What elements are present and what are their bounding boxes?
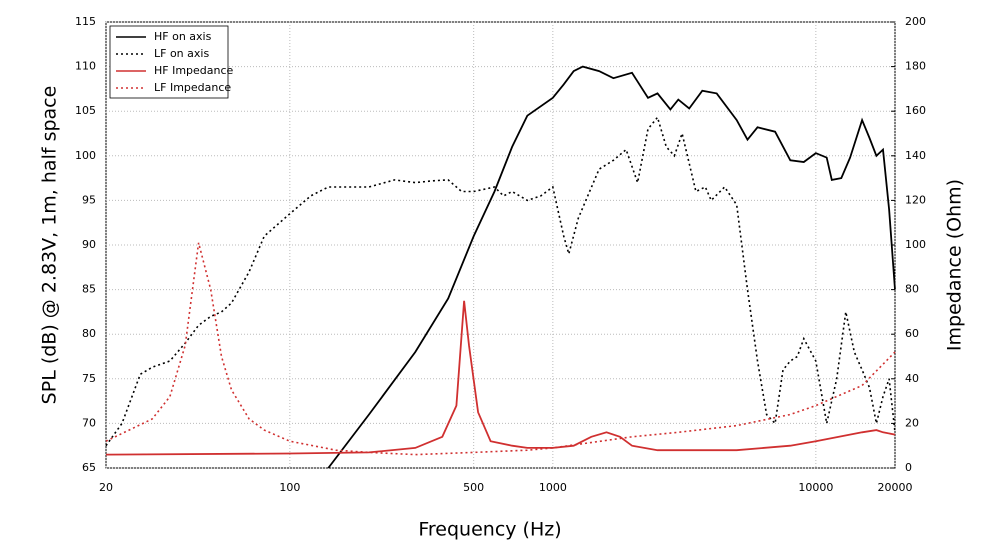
legend-box (109, 25, 229, 99)
y-tick-label: 80 (82, 327, 96, 340)
y2-tick-label: 120 (905, 193, 926, 206)
series-line (105, 115, 896, 447)
series-line (327, 65, 896, 469)
y-tick-label: 75 (82, 372, 96, 385)
x-axis-label: Frequency (Hz) (418, 519, 561, 541)
y-tick-label: 70 (82, 416, 96, 429)
y-tick-label: 105 (75, 104, 96, 117)
x-tick-label: 10000 (798, 481, 833, 494)
y2-tick-label: 180 (905, 60, 926, 73)
y-tick-label: 95 (82, 193, 96, 206)
legend-label: HF on axis (154, 30, 212, 43)
legend-label: LF on axis (154, 47, 209, 60)
y-tick-label: 115 (75, 15, 96, 28)
y-tick-label: 90 (82, 238, 96, 251)
legend-label: LF Impedance (154, 81, 231, 94)
y-tick-label: 85 (82, 283, 96, 296)
y2-tick-label: 60 (905, 327, 919, 340)
y2-tick-label: 100 (905, 238, 926, 251)
y-tick-label: 100 (75, 149, 96, 162)
legend-label: HF Impedance (154, 64, 234, 77)
series-line (105, 300, 896, 456)
y2-tick-label: 80 (905, 283, 919, 296)
x-tick-label: 500 (463, 481, 484, 494)
x-tick-label: 100 (279, 481, 300, 494)
y2-tick-label: 40 (905, 372, 919, 385)
y2-tick-label: 20 (905, 416, 919, 429)
x-tick-label: 20 (99, 481, 113, 494)
y2-axis-label: Impedance (Ohm) (944, 179, 966, 351)
y-tick-label: 110 (75, 60, 96, 73)
y2-tick-label: 160 (905, 104, 926, 117)
y2-tick-label: 200 (905, 15, 926, 28)
y-tick-label: 65 (82, 461, 96, 474)
x-tick-label: 20000 (878, 481, 913, 494)
y-axis-label: SPL (dB) @ 2.83V, 1m, half space (39, 86, 61, 405)
y2-tick-label: 140 (905, 149, 926, 162)
series-line (105, 242, 896, 456)
x-tick-label: 1000 (539, 481, 567, 494)
y2-tick-label: 0 (905, 461, 912, 474)
